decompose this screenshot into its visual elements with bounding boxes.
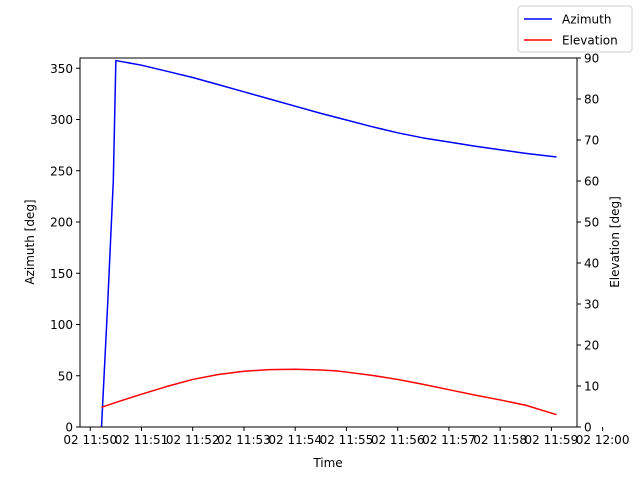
y-ticks-right: 0 10 20 30 40 50 60 70 80 90 xyxy=(577,52,599,435)
x-tick-label: 02 11:57 xyxy=(422,433,476,447)
y-right-tick-label: 30 xyxy=(584,298,599,312)
y-left-tick-label: 250 xyxy=(50,164,73,178)
y-left-tick-label: 300 xyxy=(50,113,73,127)
x-tick-label: 02 11:54 xyxy=(268,433,322,447)
y-axis-label-left: Azimuth [deg] xyxy=(23,199,37,284)
axes xyxy=(79,57,578,428)
x-tick-label: 02 12:00 xyxy=(576,433,630,447)
x-tick-label: 02 11:55 xyxy=(320,433,374,447)
x-tick-label: 02 11:53 xyxy=(217,433,271,447)
y-right-tick-label: 60 xyxy=(584,175,599,189)
azimuth-line xyxy=(100,59,557,428)
legend-elevation-label: Elevation xyxy=(562,34,618,48)
y-right-tick-label: 80 xyxy=(584,93,599,107)
legend-azimuth-label: Azimuth xyxy=(562,13,611,27)
y-right-tick-label: 10 xyxy=(584,380,599,394)
y-axis-label-right: Elevation [deg] xyxy=(608,196,622,288)
elevation-line xyxy=(101,368,557,416)
y-right-tick-label: 50 xyxy=(584,216,599,230)
y-ticks-left: 0 50 100 150 200 250 300 350 xyxy=(50,62,80,435)
plot-area xyxy=(80,58,577,427)
y-right-tick-label: 70 xyxy=(584,134,599,148)
y-left-tick-label: 50 xyxy=(58,369,73,383)
y-right-tick-label: 90 xyxy=(584,52,599,66)
legend: Azimuth Elevation xyxy=(517,5,633,53)
y-left-tick-label: 200 xyxy=(50,216,73,230)
x-tick-label: 02 11:51 xyxy=(115,433,169,447)
y-left-tick-label: 350 xyxy=(50,62,73,76)
x-tick-label: 02 11:59 xyxy=(525,433,579,447)
x-tick-label: 02 11:58 xyxy=(473,433,527,447)
y-right-tick-label: 40 xyxy=(584,257,599,271)
y-right-tick-label: 20 xyxy=(584,339,599,353)
x-axis-label: Time xyxy=(312,456,342,470)
series-lines xyxy=(100,59,557,428)
y-left-tick-label: 0 xyxy=(65,421,73,435)
y-left-tick-label: 100 xyxy=(50,318,73,332)
x-tick-label: 02 11:50 xyxy=(63,433,117,447)
plot-frame xyxy=(79,57,578,428)
y-right-tick-label: 0 xyxy=(584,421,592,435)
x-tick-label: 02 11:52 xyxy=(166,433,220,447)
y-left-tick-label: 150 xyxy=(50,267,73,281)
x-tick-label: 02 11:56 xyxy=(371,433,425,447)
